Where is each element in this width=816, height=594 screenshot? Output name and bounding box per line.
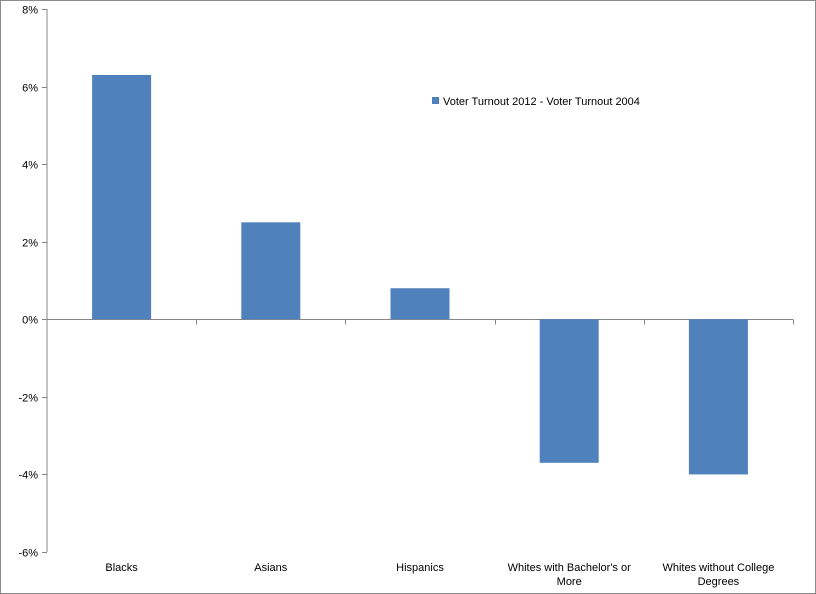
y-tick-label: -4% (18, 470, 38, 482)
x-category-label: Asians (254, 562, 288, 574)
x-category-label: Whites with Bachelor's or (508, 562, 631, 574)
x-category-label: Blacks (105, 562, 138, 574)
bar (539, 319, 599, 463)
x-category-label: More (557, 576, 582, 588)
x-category-label: Hispanics (396, 562, 444, 574)
legend-swatch (432, 97, 439, 104)
y-tick-label: 2% (22, 238, 38, 250)
y-tick-label: 6% (22, 83, 38, 95)
y-tick-label: 4% (22, 160, 38, 172)
bars (92, 74, 748, 475)
bar (92, 74, 152, 320)
x-category-label: Degrees (698, 576, 740, 588)
legend: Voter Turnout 2012 - Voter Turnout 2004 (432, 96, 640, 108)
bar (688, 319, 748, 475)
y-tick-label: -6% (18, 548, 38, 560)
bar (390, 288, 450, 320)
legend-label: Voter Turnout 2012 - Voter Turnout 2004 (443, 96, 640, 108)
y-tick-label: 0% (22, 315, 38, 327)
y-axis: -6% -4% -2% 0% 2% 4% 6% 8% (18, 5, 48, 560)
bar (241, 222, 301, 320)
x-axis: Blacks Asians Hispanics Whites with Bachelo… (47, 319, 794, 588)
y-tick-label: -2% (18, 393, 38, 405)
x-category-label: Whites without College (662, 562, 774, 574)
y-tick-label: 8% (22, 5, 38, 17)
